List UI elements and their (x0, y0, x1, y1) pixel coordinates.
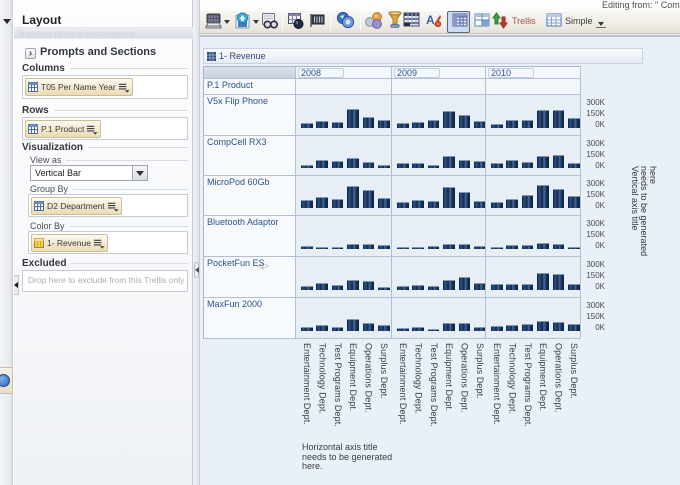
svg-text:A: A (426, 13, 435, 27)
